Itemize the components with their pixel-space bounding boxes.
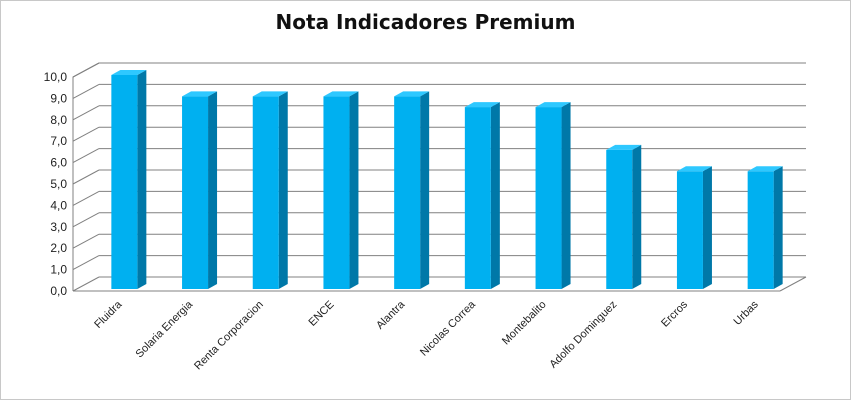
bar-alantra [394,91,430,290]
y-tick-label: 10,0 [44,70,68,84]
gridline-depth [72,276,100,292]
bar-top [323,91,359,97]
bar-side [420,91,430,290]
y-tick-label: 0,0 [50,284,67,298]
bar-side [561,102,571,289]
bar-front [394,96,421,290]
bar-top [606,144,642,150]
y-tick-label: 6,0 [50,156,67,170]
bar-front [676,171,703,289]
bar-front [111,75,138,289]
bar-ercros [676,166,712,289]
floor-right-edge [779,276,807,292]
x-tick-label: Urbas [732,298,762,328]
bar-ence [323,91,359,290]
chart-title: Nota Indicadores Premium [275,10,576,34]
y-tick-label: 5,0 [50,177,67,191]
x-tick-label: Fluidra [92,298,125,331]
bar-front [182,96,209,290]
bar-montebalito [535,102,571,289]
bar-front [535,107,562,289]
bar-side [490,102,500,289]
x-tick-label: Alantra [374,298,408,332]
bar-top [747,166,783,172]
x-tick-label: Solaria Energia [133,298,195,360]
y-tick-label: 4,0 [50,198,67,212]
gridline-depth [72,148,100,164]
bar-front [606,149,633,289]
bar-top [182,91,218,97]
gridline-depth [72,126,100,142]
bar-solaria-energia [182,91,218,290]
bar-top [464,102,500,108]
gridline-depth [72,105,100,121]
bar-adolfo-dominguez [606,144,642,289]
x-tick-label: Ercros [659,298,690,329]
bar-top [676,166,712,172]
y-tick-label: 3,0 [50,220,67,234]
x-tick-label: ENCE [306,299,336,329]
bar-nicolas-correa [464,102,500,289]
y-tick-label: 2,0 [50,241,67,255]
bar-side [137,70,147,289]
x-tick-label: Renta Corporacion [192,299,266,373]
gridline-depth [72,169,100,185]
bar-urbas [747,166,783,289]
gridline-depth [72,190,100,206]
gridline-depth [72,212,100,228]
x-tick-label: Nicolas Correa [418,298,479,359]
gridline-depth [72,233,100,249]
bar-top [535,102,571,108]
bar-fluidra [111,70,147,289]
x-tick-label: Montebalito [500,299,549,348]
bar-top [252,91,288,97]
bar-side [349,91,359,290]
bar-side [208,91,218,290]
bar-side [632,144,642,289]
bar-front [323,96,350,290]
y-tick-label: 8,0 [50,113,67,127]
bar-front [464,107,491,289]
gridline-depth [72,255,100,271]
x-tick-label: Adolfo Dominguez [547,299,619,371]
bar-top [394,91,430,97]
bar-side [278,91,288,290]
bar-front [252,96,279,290]
y-tick-label: 7,0 [50,134,67,148]
bar-top [111,70,147,75]
y-tick-label: 9,0 [50,91,67,105]
gridline-depth [72,83,100,99]
bar-side [702,166,712,289]
gridline-depth [72,62,100,78]
bar-front [747,171,774,289]
bar-side [773,166,783,289]
y-tick-label: 1,0 [50,263,67,277]
bar-renta-corporacion [252,91,288,290]
